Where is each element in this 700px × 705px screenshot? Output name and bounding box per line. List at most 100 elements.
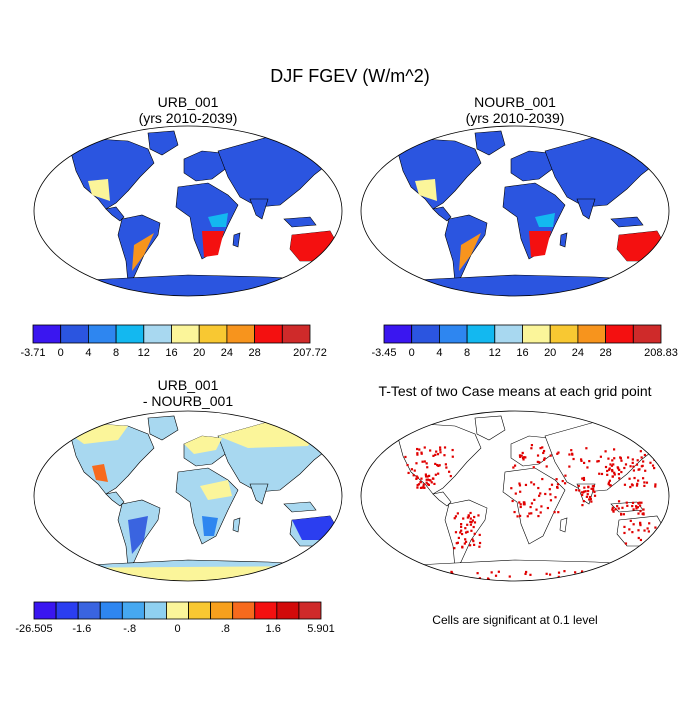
colorbar-box [522,324,551,344]
significant-cell [660,535,664,538]
significant-cell [582,478,586,482]
colorbar-box [232,601,256,620]
significant-cell [426,478,429,481]
significant-cell [546,506,550,510]
significant-cell [470,521,473,524]
significant-cell [592,487,595,490]
colorbar-box [188,601,212,620]
significant-cell [638,468,641,471]
significant-cell [635,463,639,466]
significant-cell [618,477,621,480]
significance-note: Cells are significant at 0.1 level [432,613,597,627]
significant-cell [539,492,542,495]
significant-cell [545,572,548,575]
significant-cell [459,531,462,534]
significant-cell [381,570,384,573]
significant-cell [425,481,428,484]
significant-cell [544,492,547,496]
significant-cell [582,461,586,465]
significant-cell [423,577,426,580]
significant-cell [542,449,546,453]
significant-cell [640,501,643,504]
significant-cell [545,465,548,468]
significant-cell [563,482,567,485]
significant-cell [586,466,589,469]
significant-cell [637,536,640,540]
significant-cell [625,501,628,504]
significant-cell [464,540,468,543]
significant-cell [522,501,525,504]
significant-cell [639,450,642,453]
colorbar-tick-label: -1.6 [72,623,91,635]
significant-cell [478,541,482,545]
significant-cell [662,580,666,581]
significant-cell [495,580,498,581]
significant-cell [595,584,597,586]
significant-cell [581,477,584,480]
significant-cell [406,463,409,467]
significant-cell [369,580,372,581]
significant-cell [467,514,470,517]
significant-cell [494,574,498,577]
significant-cell [472,525,475,529]
colorbar-box [254,324,283,344]
colorbar-box [99,601,123,620]
colorbar-diff: -26.505 -1.6 -.8 0 .8 1.6 5.901 [15,601,335,635]
significant-cell [609,484,612,487]
significant-cell [437,472,440,475]
significant-cell [631,461,634,464]
significant-cell [415,475,418,478]
colorbar-box [226,324,255,344]
panel-nourb-subtitle: (yrs 2010-2039) [466,110,565,126]
significant-cell [519,490,522,493]
significant-cell [424,473,427,476]
significant-cell [385,573,389,576]
significant-cell [420,451,423,454]
significant-cell [568,465,571,468]
significant-cell [587,486,590,489]
colorbar-box [143,324,172,344]
significant-cell [530,512,533,515]
significant-cell [494,583,496,585]
significant-cell [464,538,467,541]
colorbar-tick-label: 208.83 [644,347,678,359]
significant-cell [412,474,415,477]
significant-cell [564,474,567,477]
colorbar-tick-label: -3.45 [371,347,396,359]
significant-cell [557,575,560,578]
colorbar-box [77,601,101,620]
panel-ttest-title: T-Test of two Case means at each grid po… [378,383,651,399]
significant-cell [631,501,635,504]
significant-cell [471,538,474,541]
colorbar-tick-label: 28 [599,347,611,359]
significant-cell [624,463,628,466]
colorbar-tick-label: 12 [138,347,150,359]
significant-cell [454,515,458,518]
significant-cell [429,571,432,574]
significant-cell [584,490,587,493]
panel-urb: URB_001 (yrs 2010-2039) [33,94,343,297]
significant-cell [550,483,554,486]
significant-cell [419,486,423,489]
significant-cell [656,536,660,540]
colorbar-tick-label: 16 [516,347,528,359]
colorbar-tick-label: 5.901 [307,623,335,635]
significant-cell [514,492,517,495]
significant-cell [640,456,643,459]
significant-cell [549,499,553,502]
significant-cell [513,510,516,514]
significant-cell [623,531,626,535]
significant-cell [419,481,422,484]
significant-cell [421,486,424,489]
significant-cell [643,529,646,532]
significant-cell [536,460,539,463]
significant-cell [632,523,635,526]
colorbar-tick-label: .8 [221,623,230,635]
significant-cell [621,506,624,509]
colorbar-tick-label: -.8 [123,623,136,635]
significant-cell [456,541,459,544]
significant-cell [427,483,430,486]
significant-cell [579,458,583,461]
panel-ttest: T-Test of two Case means at each grid po… [360,383,670,586]
